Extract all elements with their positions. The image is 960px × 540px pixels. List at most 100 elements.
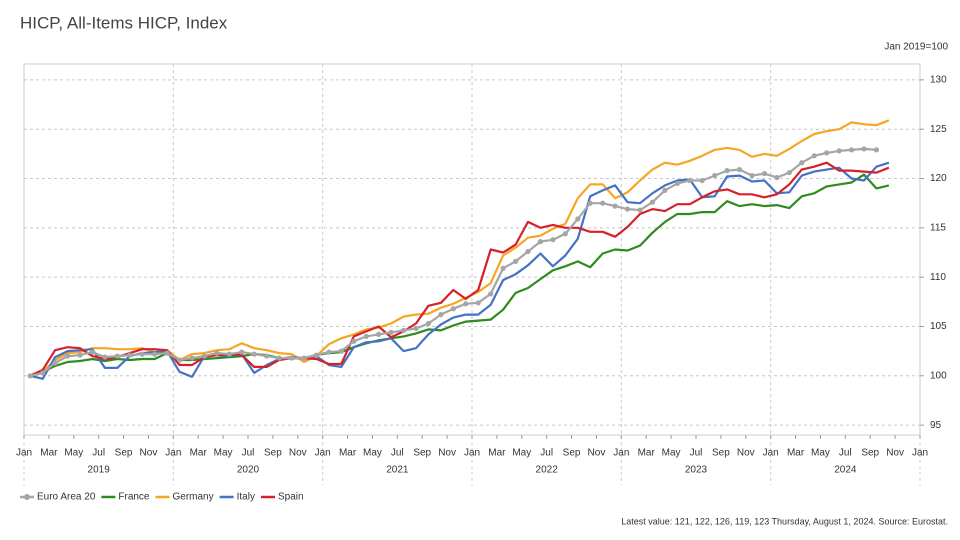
series-marker (836, 148, 842, 154)
x-tick-label: May (512, 448, 531, 459)
series-marker (114, 353, 120, 359)
series-marker (637, 207, 643, 213)
series-line (29, 173, 890, 377)
series-marker (811, 153, 817, 159)
series-marker (848, 147, 855, 153)
x-tick-label: Jul (391, 448, 404, 459)
x-group-label: 2024 (834, 465, 857, 476)
series-marker (89, 349, 96, 355)
x-tick-label: May (64, 448, 83, 459)
series-marker (799, 160, 805, 166)
y-tick-label: 110 (930, 272, 946, 283)
x-tick-label: Sep (563, 448, 581, 459)
series-marker (214, 350, 220, 356)
series-line (29, 147, 877, 377)
series-marker (376, 331, 382, 337)
series-marker (425, 320, 432, 327)
series-marker (40, 370, 46, 376)
series-marker (189, 355, 195, 361)
x-tick-label: Jan (613, 448, 629, 459)
series-marker (326, 349, 332, 355)
series-marker (176, 357, 183, 363)
legend-label: France (118, 492, 150, 503)
y-tick-label: 95 (930, 420, 942, 431)
series-marker (313, 352, 320, 358)
series-marker (525, 248, 531, 255)
series-marker (413, 325, 419, 332)
series-marker (736, 167, 743, 173)
x-tick-label: Jul (92, 448, 105, 459)
series-marker (463, 301, 469, 307)
series-marker (251, 351, 257, 357)
x-tick-label: Sep (861, 448, 879, 459)
y-tick-label: 125 (930, 124, 947, 135)
x-group-label: 2019 (88, 465, 111, 476)
x-tick-label: Jul (242, 448, 255, 459)
series-marker (264, 353, 270, 359)
series-marker (699, 177, 705, 184)
series-marker (674, 180, 680, 187)
series-marker (786, 169, 792, 176)
series-marker (662, 187, 668, 193)
series-marker (450, 306, 456, 312)
series-marker (351, 338, 357, 344)
x-group-label: 2022 (536, 465, 559, 476)
x-group-label: 2020 (237, 465, 260, 476)
x-tick-label: May (811, 448, 830, 459)
legend-label: Spain (278, 492, 304, 503)
x-tick-label: Mar (488, 448, 506, 459)
footnote: Latest value: 121, 122, 126, 119, 123 Th… (621, 516, 948, 526)
x-tick-label: Jul (690, 448, 703, 459)
series-marker (600, 200, 606, 206)
series-marker (400, 327, 407, 334)
series-line (29, 161, 890, 377)
series-marker (164, 350, 170, 356)
y-tick-label: 120 (930, 173, 947, 184)
x-tick-label: Nov (588, 448, 606, 459)
series-marker (488, 291, 494, 297)
series-marker (550, 237, 556, 243)
x-tick-label: Jan (165, 448, 181, 459)
x-tick-label: Sep (115, 448, 133, 459)
series-marker (475, 300, 481, 306)
x-tick-label: Mar (40, 448, 58, 459)
y-tick-label: 100 (930, 370, 947, 381)
series-line (29, 119, 890, 377)
series-marker (824, 150, 830, 156)
series-marker (239, 349, 245, 355)
y-tick-label: 115 (930, 222, 946, 233)
x-tick-label: Sep (413, 448, 431, 459)
y-axis-label: Jan 2019=100 (884, 42, 948, 53)
series-marker (288, 355, 295, 361)
x-tick-label: Jul (839, 448, 852, 459)
series-marker (102, 354, 108, 360)
x-tick-label: Nov (438, 448, 456, 459)
chart-title: HICP, All-Items HICP, Index (20, 13, 228, 32)
series-marker (537, 239, 544, 245)
x-tick-label: Nov (289, 448, 307, 459)
series-marker (749, 172, 755, 179)
x-tick-label: Jan (16, 448, 32, 459)
series-marker (712, 172, 718, 179)
x-tick-label: Jan (912, 448, 928, 459)
x-tick-label: Jan (763, 448, 779, 459)
series-marker (562, 231, 568, 237)
x-tick-label: Mar (638, 448, 656, 459)
x-tick-label: Mar (190, 448, 208, 459)
series-marker (127, 352, 133, 358)
series-marker (774, 174, 780, 181)
series-marker (363, 333, 369, 339)
series-marker (761, 170, 768, 177)
series-marker (64, 353, 71, 359)
x-tick-label: May (363, 448, 382, 459)
series-marker (276, 355, 282, 361)
series-marker (438, 312, 444, 318)
series-marker (649, 199, 656, 205)
series-marker (52, 360, 58, 366)
series-marker (500, 265, 506, 271)
series-line (29, 161, 890, 380)
series-marker (861, 146, 867, 152)
series-marker (388, 329, 394, 336)
series-marker (587, 200, 593, 206)
